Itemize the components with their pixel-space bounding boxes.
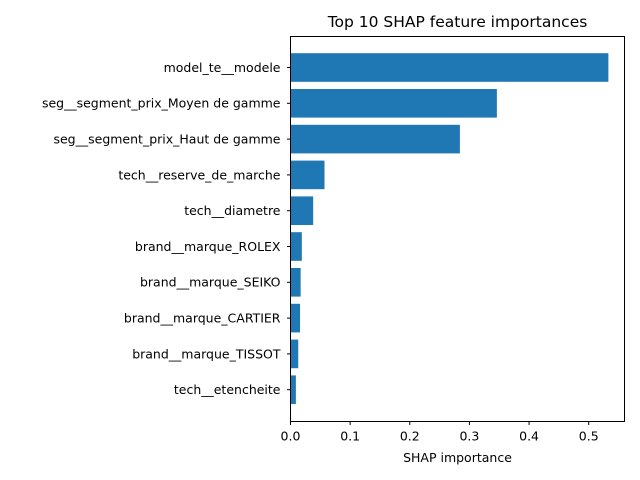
bar-2 xyxy=(290,124,460,154)
y-tick-label: seg__segment_prix_Moyen de gamme xyxy=(42,96,281,111)
x-tick-label: 0.0 xyxy=(281,429,301,444)
x-axis-ticks: 0.0 0.1 0.2 0.3 0.4 0.5 xyxy=(281,421,599,444)
y-axis-ticks: model_te__modele seg__segment_prix_Moyen … xyxy=(42,60,291,397)
y-tick-label: brand__marque_CARTIER xyxy=(124,310,281,325)
x-tick-label: 0.3 xyxy=(459,429,479,444)
y-tick-label: brand__marque_TISSOT xyxy=(132,346,281,361)
y-tick-label: tech__etencheite xyxy=(174,382,281,397)
plot-frame xyxy=(290,36,625,422)
x-tick-label: 0.4 xyxy=(519,429,539,444)
y-tick-label: tech__reserve_de_marche xyxy=(118,167,280,182)
chart-title: Top 10 SHAP feature importances xyxy=(327,13,588,31)
y-tick-label: model_te__modele xyxy=(164,60,281,75)
y-tick-label: seg__segment_prix_Haut de gamme xyxy=(53,131,280,146)
y-tick-label: brand__marque_SEIKO xyxy=(140,275,281,290)
x-axis-label: SHAP importance xyxy=(403,450,512,465)
x-tick-label: 0.1 xyxy=(340,429,360,444)
y-tick-label: brand__marque_ROLEX xyxy=(135,239,281,254)
y-tick-label: tech__diametre xyxy=(184,203,281,218)
bar-0 xyxy=(290,53,609,82)
bar-7 xyxy=(290,303,301,333)
x-tick-label: 0.5 xyxy=(579,429,599,444)
bar-4 xyxy=(290,196,314,225)
bar-3 xyxy=(290,160,325,190)
bar-1 xyxy=(290,89,497,118)
bar-5 xyxy=(290,232,302,261)
x-tick-label: 0.2 xyxy=(400,429,420,444)
bar-6 xyxy=(290,268,301,297)
bar-8 xyxy=(290,339,299,369)
bars-group xyxy=(290,53,609,404)
bar-9 xyxy=(290,375,296,404)
